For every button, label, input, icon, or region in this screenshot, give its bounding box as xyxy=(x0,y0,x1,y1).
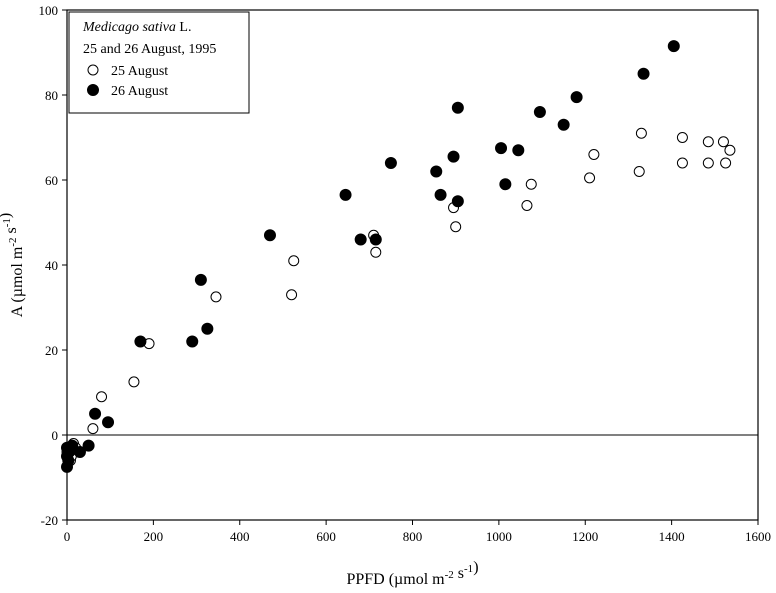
point-26-august xyxy=(134,335,147,348)
point-26-august xyxy=(339,188,352,201)
point-26-august xyxy=(533,106,546,118)
legend-marker-open xyxy=(87,64,99,76)
point-26-august xyxy=(637,67,650,80)
x-tick-label: 400 xyxy=(230,529,250,544)
point-26-august xyxy=(512,144,525,157)
legend: Medicago sativa L. 25 and 26 August, 1995… xyxy=(68,11,250,114)
point-26-august xyxy=(495,142,508,155)
y-tick-label: 20 xyxy=(45,343,58,358)
point-25-august xyxy=(210,291,222,303)
point-26-august xyxy=(557,118,570,131)
point-25-august xyxy=(96,391,108,403)
point-26-august xyxy=(451,195,464,208)
y-tick-label: 40 xyxy=(45,258,58,273)
point-26-august xyxy=(82,439,95,452)
legend-entry: 25 August xyxy=(111,64,168,79)
x-axis-title: PPFD (µmol m-2 s-1) xyxy=(346,559,478,588)
legend-marker-filled xyxy=(87,84,99,96)
point-25-august xyxy=(370,246,382,258)
points-layer xyxy=(61,40,736,473)
point-26-august xyxy=(434,188,447,201)
y-tick-label: 100 xyxy=(39,3,59,18)
point-25-august xyxy=(724,144,736,156)
point-25-august xyxy=(525,178,537,190)
point-25-august xyxy=(87,423,99,435)
y-tick-label: 60 xyxy=(45,173,58,188)
y-axis-title: A (µmol m-2 s-1) xyxy=(0,213,26,317)
x-tick-label: 600 xyxy=(316,529,336,544)
point-25-august xyxy=(702,157,714,169)
point-25-august xyxy=(584,172,596,184)
point-26-august xyxy=(499,178,512,191)
point-26-august xyxy=(570,91,583,104)
point-25-august xyxy=(676,157,688,169)
legend-title: Medicago sativa L. xyxy=(82,20,191,35)
point-26-august xyxy=(66,439,79,452)
x-tick-label: 1000 xyxy=(486,529,512,544)
point-25-august xyxy=(633,166,645,177)
x-tick-label: 800 xyxy=(403,529,423,544)
legend-subtitle: 25 and 26 August, 1995 xyxy=(83,42,216,57)
point-25-august xyxy=(286,289,298,301)
point-26-august xyxy=(369,233,382,246)
x-tick-label: 1600 xyxy=(745,529,771,544)
point-25-august xyxy=(717,136,729,148)
point-25-august xyxy=(676,132,688,143)
point-26-august xyxy=(667,40,680,53)
point-25-august xyxy=(288,255,300,267)
point-26-august xyxy=(73,446,86,458)
point-26-august xyxy=(451,101,464,114)
legend-entry: 26 August xyxy=(111,84,168,99)
point-26-august xyxy=(447,150,460,163)
point-25-august xyxy=(702,136,714,148)
point-26-august xyxy=(89,407,102,420)
legend-box xyxy=(68,11,250,114)
point-26-august xyxy=(186,335,199,348)
point-26-august xyxy=(354,233,367,246)
y-tick-label: 80 xyxy=(45,88,58,103)
x-tick-label: 1400 xyxy=(659,529,685,544)
point-26-august xyxy=(194,273,207,286)
point-26-august xyxy=(430,165,443,178)
y-tick-label: 0 xyxy=(52,428,59,443)
point-26-august xyxy=(263,229,276,242)
point-25-august xyxy=(720,157,732,169)
y-tick-label: -20 xyxy=(41,513,58,528)
point-25-august xyxy=(635,127,647,139)
x-tick-label: 0 xyxy=(64,529,71,544)
point-25-august xyxy=(450,221,462,233)
x-tick-label: 1200 xyxy=(572,529,598,544)
axes-layer: 0 200 400 600 800 1000 1200 1400 1600 -20 0 20 40 60 8… xyxy=(0,3,771,588)
x-tick-label: 200 xyxy=(144,529,164,544)
point-25-august xyxy=(521,200,533,211)
point-26-august xyxy=(201,322,214,335)
point-26-august xyxy=(384,157,397,169)
point-26-august xyxy=(102,416,115,429)
point-25-august xyxy=(588,149,600,160)
point-25-august xyxy=(128,376,140,388)
